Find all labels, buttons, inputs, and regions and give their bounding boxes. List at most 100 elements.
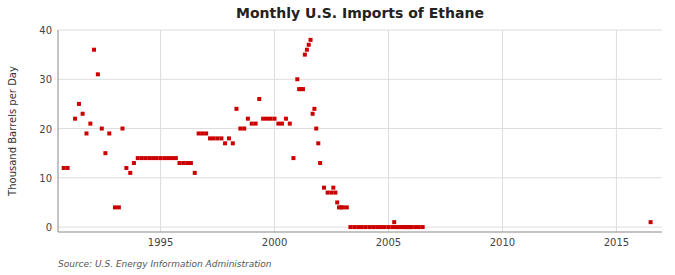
point [280,122,284,126]
point [409,225,413,229]
point [303,53,307,57]
point [360,225,364,229]
point [234,107,238,111]
chart: Monthly U.S. Imports of Ethane 0 10 20 30 40 1… [0,0,675,275]
tick-label: 40 [39,25,52,36]
grid-line [388,30,389,232]
grid [58,30,662,232]
point [331,186,335,190]
point [107,131,111,135]
point [166,156,170,160]
point [316,141,320,145]
title: Monthly U.S. Imports of Ethane [236,5,484,21]
point [265,117,269,121]
tick-label: 20 [39,124,52,135]
tick-label: 2010 [490,237,515,248]
point [185,161,189,165]
tick-label: 1995 [148,237,173,248]
point [291,156,295,160]
point [204,131,208,135]
grid-line [616,30,617,232]
grid-line [58,30,662,31]
point [177,161,181,165]
point [301,87,305,91]
point [312,107,316,111]
point [348,225,352,229]
point [392,220,396,224]
point [117,205,121,209]
point [242,127,246,131]
point [269,117,273,121]
point [84,131,88,135]
grid-line [58,128,662,129]
point [151,156,155,160]
point [309,38,313,42]
point [254,122,258,126]
point [371,225,375,229]
point [276,122,280,126]
point [212,136,216,140]
tick-label: 0 [46,222,52,233]
grid-line [502,30,503,232]
point [219,136,223,140]
point [231,141,235,145]
point [227,136,231,140]
point [174,156,178,160]
point [193,171,197,175]
point [132,161,136,165]
tick-label: 30 [39,74,52,85]
grid-line [160,30,161,232]
point [143,156,147,160]
point [103,151,107,155]
point [100,127,104,131]
point [417,225,421,229]
point [170,156,174,160]
point [368,225,372,229]
point [341,205,345,209]
point [288,122,292,126]
point [238,127,242,131]
y-label: Thousand Barrels per Day [7,66,18,197]
point [375,225,379,229]
point [318,161,322,165]
tick-label: 2015 [604,237,629,248]
grid-line [274,30,275,232]
point [335,200,339,204]
grid-line [58,177,662,178]
point [136,156,140,160]
point [162,156,166,160]
point [295,77,299,81]
point [261,117,265,121]
point [223,141,227,145]
point [159,156,163,160]
point [155,156,159,160]
point [77,102,81,106]
point [307,43,311,47]
point [189,161,193,165]
point [386,225,390,229]
point [81,112,85,116]
point [383,225,387,229]
point [124,166,128,170]
point [333,191,337,195]
point [322,186,326,190]
point [140,156,144,160]
point [208,136,212,140]
point [73,117,77,121]
points [62,38,653,229]
point [88,122,92,126]
tick-label: 10 [39,173,52,184]
point [273,117,277,121]
point [390,225,394,229]
point [284,117,288,121]
y-axis [58,30,59,232]
point [352,225,356,229]
point [314,127,318,131]
tick-label: 2000 [262,237,287,248]
point [92,48,96,52]
point [128,171,132,175]
point [197,131,201,135]
point [62,166,66,170]
point [413,225,417,229]
point [305,48,309,52]
